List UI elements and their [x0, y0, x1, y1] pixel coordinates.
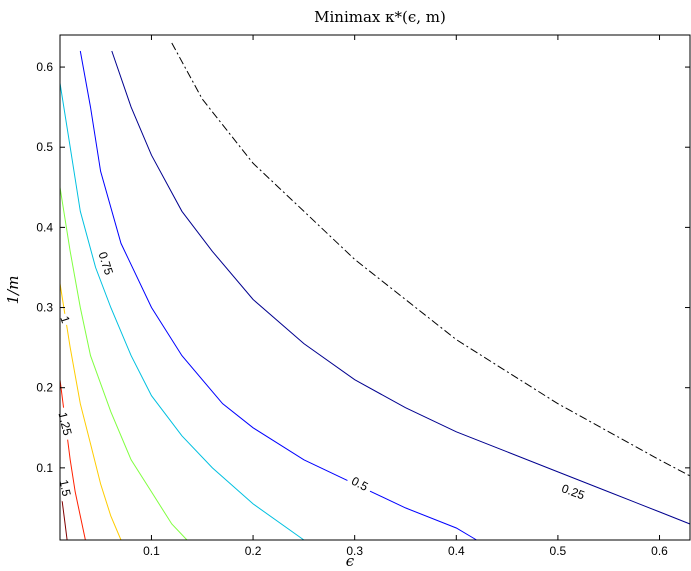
- y-tick-label: 0.4: [36, 220, 53, 234]
- x-tick-label: 0.5: [550, 544, 567, 558]
- contour-label: 1.5: [56, 478, 73, 498]
- y-tick-label: 0.1: [36, 461, 53, 475]
- contour-label-bg: [345, 470, 375, 496]
- contour-label: 0.25: [560, 481, 587, 502]
- y-tick-label: 0.5: [36, 140, 53, 154]
- y-tick-label: 0.3: [36, 301, 53, 315]
- x-tick-label: 0.6: [651, 544, 668, 558]
- contour-label-bg: [57, 311, 75, 327]
- contour-line-boundary: [171, 42, 691, 477]
- x-tick-label: 0.3: [346, 544, 363, 558]
- y-tick-label: 0.2: [36, 381, 53, 395]
- contour-line-0-25: [111, 50, 691, 525]
- y-axis: 0.1 0.2 0.3 0.4 0.5 0.6: [36, 60, 690, 475]
- axes-box: [59, 34, 691, 541]
- contour-line-0-5: [79, 50, 477, 541]
- x-tick-label: 0.4: [448, 544, 465, 558]
- contour-label-bg: [55, 406, 77, 441]
- y-tick-label: 0.6: [36, 60, 53, 74]
- chart-title: Minimax κ*(ϵ, m): [314, 8, 446, 26]
- x-tick-label: 0.1: [143, 544, 160, 558]
- contour-label-bg: [95, 245, 119, 281]
- x-axis-label: ϵ: [346, 552, 355, 570]
- y-axis-label: 1/m: [4, 276, 22, 305]
- contour-line-0-75: [59, 83, 305, 541]
- contour-line-1: [59, 187, 188, 541]
- contour-label: 1: [57, 314, 72, 325]
- x-axis: 0.1 0.2 0.3 0.4 0.5 0.6: [143, 35, 668, 558]
- contour-label-bg: [56, 474, 76, 502]
- x-tick-label: 0.2: [245, 544, 262, 558]
- contour-label-bg: [556, 478, 591, 504]
- contour-label: 0.75: [95, 250, 116, 277]
- contour-label: 1.25: [55, 411, 74, 437]
- contour-line-1-25: [59, 283, 122, 541]
